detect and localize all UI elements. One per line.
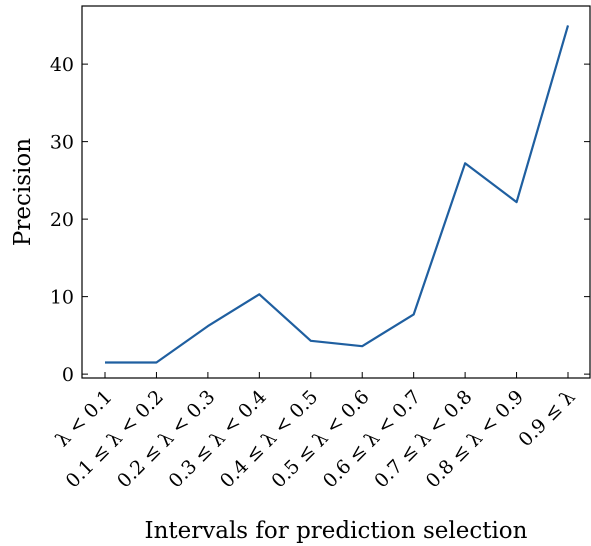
y-tick-label: 20 <box>50 209 74 231</box>
x-tick-label: 0.9 ≤ λ <box>514 386 579 451</box>
y-axis: 0 10 20 30 40 <box>50 54 590 386</box>
plot-frame <box>81 5 591 379</box>
x-axis-label: Intervals for prediction selection <box>145 518 528 544</box>
y-tick-label: 0 <box>62 364 74 386</box>
series-layer <box>105 25 570 364</box>
y-tick-label: 30 <box>50 132 74 154</box>
x-axis: λ < 0.10.1 ≤ λ < 0.20.2 ≤ λ < 0.30.3 ≤ λ… <box>51 372 580 492</box>
y-tick-label: 10 <box>50 287 74 309</box>
series-line <box>105 25 570 364</box>
y-axis-label: Precision <box>10 138 36 246</box>
y-tick-label: 40 <box>50 54 74 76</box>
